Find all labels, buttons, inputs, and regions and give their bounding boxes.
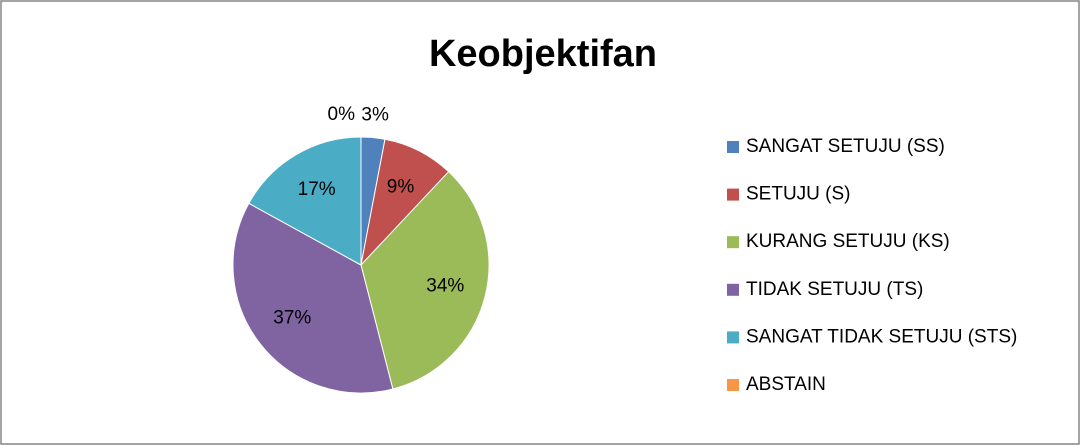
legend-label: SANGAT SETUJU (SS)	[746, 136, 945, 157]
data-label: 0%	[328, 104, 356, 125]
data-label: 3%	[361, 105, 389, 126]
legend-label: KURANG SETUJU (KS)	[746, 231, 950, 252]
data-label: 34%	[426, 276, 464, 297]
data-label: 37%	[273, 307, 311, 328]
legend-label: SETUJU (S)	[746, 184, 851, 205]
legend-label: ABSTAIN	[746, 374, 826, 395]
data-label: 17%	[298, 179, 336, 200]
legend-label: TIDAK SETUJU (TS)	[746, 279, 923, 300]
legend-swatch	[727, 188, 739, 201]
data-label: 9%	[387, 176, 415, 197]
legend-swatch	[727, 141, 739, 153]
legend-label: SANGAT TIDAK SETUJU (STS)	[746, 326, 1017, 347]
legend-swatch	[727, 379, 739, 391]
pie-slice	[360, 170, 490, 390]
legend-swatch	[727, 236, 739, 249]
chart-title: Keobjektifan	[429, 33, 657, 75]
legend-swatch	[727, 331, 739, 344]
legend-swatch	[727, 283, 739, 296]
pie-slice	[232, 202, 394, 394]
pie-slice	[248, 136, 362, 266]
